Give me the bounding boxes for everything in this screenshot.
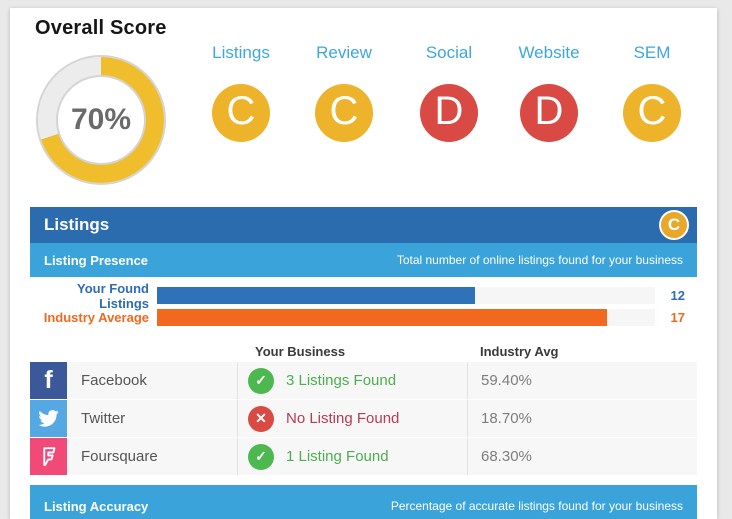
table-row-twitter: Twitter ✕ No Listing Found 18.70% [30, 400, 697, 437]
category-website-grade-badge: D [520, 84, 578, 142]
listing-presence-chart: Your Found Listings 12 Industry Average … [30, 281, 697, 331]
listing-accuracy-bar: Listing Accuracy Percentage of accurate … [30, 485, 697, 519]
listing-accuracy-title: Listing Accuracy [44, 498, 149, 514]
twitter-icon [30, 400, 67, 437]
category-social-label: Social [425, 43, 473, 62]
overall-score-donut-hole: 70% [58, 77, 144, 163]
listings-section-title: Listings [44, 215, 110, 234]
category-social[interactable]: Social D [394, 43, 504, 142]
facebook-glyph: f [44, 366, 53, 394]
category-sem-label: SEM [633, 43, 671, 62]
listing-presence-title: Listing Presence [44, 252, 149, 268]
check-icon: ✓ [248, 367, 274, 394]
status-text: 1 Listing Found [286, 448, 389, 465]
column-header-your-business: Your Business [255, 344, 346, 359]
overall-score-value: 70% [70, 103, 132, 136]
listings-section-header: Listings C [30, 207, 697, 243]
category-listings-label: Listings [212, 43, 270, 62]
column-header-industry-avg: Industry Avg [480, 344, 559, 359]
category-listings[interactable]: Listings C [186, 43, 296, 142]
status-text: No Listing Found [286, 410, 400, 427]
table-row-facebook: f Facebook ✓ 3 Listings Found 59.40% [30, 362, 697, 399]
listings-table: f Facebook ✓ 3 Listings Found 59.40% Twi… [30, 362, 697, 476]
category-review[interactable]: Review C [289, 43, 399, 142]
listing-accuracy-description: Percentage of accurate listings found fo… [390, 499, 683, 513]
category-review-label: Review [316, 43, 372, 62]
industry-avg-value: 18.70% [467, 400, 697, 437]
platform-name: Twitter [81, 410, 126, 427]
chart-label-your-listings: Your Found Listings [77, 280, 149, 311]
category-website[interactable]: Website D [494, 43, 604, 142]
status-text: 3 Listings Found [286, 372, 397, 389]
chart-value-your-listings: 12 [670, 288, 685, 303]
chart-value-industry-average: 17 [670, 310, 685, 325]
status-cell: ✓ 3 Listings Found [237, 362, 467, 399]
category-review-grade-badge: C [315, 84, 373, 142]
category-sem-grade-badge: C [623, 84, 681, 142]
listing-presence-description: Total number of online listings found fo… [396, 253, 683, 267]
overall-score-donut: 70% [38, 57, 164, 183]
x-icon: ✕ [248, 405, 274, 432]
report-card: Overall Score 70% Listings C Review C So… [10, 8, 717, 519]
platform-name: Facebook [81, 372, 147, 389]
chart-bar-industry-average [157, 309, 608, 326]
listing-presence-bar: Listing Presence Total number of online … [30, 243, 697, 277]
chart-row-your-listings: Your Found Listings 12 [30, 281, 697, 311]
category-social-grade-badge: D [420, 84, 478, 142]
chart-row-industry-average: Industry Average 17 [30, 309, 697, 326]
chart-track [157, 287, 655, 304]
industry-avg-value: 68.30% [467, 438, 697, 475]
check-icon: ✓ [248, 443, 274, 470]
status-cell: ✕ No Listing Found [237, 400, 467, 437]
facebook-icon: f [30, 362, 67, 399]
industry-avg-value: 59.40% [467, 362, 697, 399]
foursquare-icon [30, 438, 67, 475]
category-website-label: Website [518, 43, 580, 62]
status-cell: ✓ 1 Listing Found [237, 438, 467, 475]
category-listings-grade-badge: C [212, 84, 270, 142]
foursquare-flag-glyph [42, 447, 55, 467]
chart-track [157, 309, 655, 326]
listings-grade-badge: C [659, 210, 689, 240]
chart-label-industry-average: Industry Average [43, 310, 149, 325]
category-sem[interactable]: SEM C [597, 43, 707, 142]
twitter-bird-glyph [38, 410, 59, 427]
page-title: Overall Score [35, 17, 167, 39]
chart-bar-your-listings [157, 287, 475, 304]
platform-name: Foursquare [81, 448, 158, 465]
table-row-foursquare: Foursquare ✓ 1 Listing Found 68.30% [30, 438, 697, 475]
